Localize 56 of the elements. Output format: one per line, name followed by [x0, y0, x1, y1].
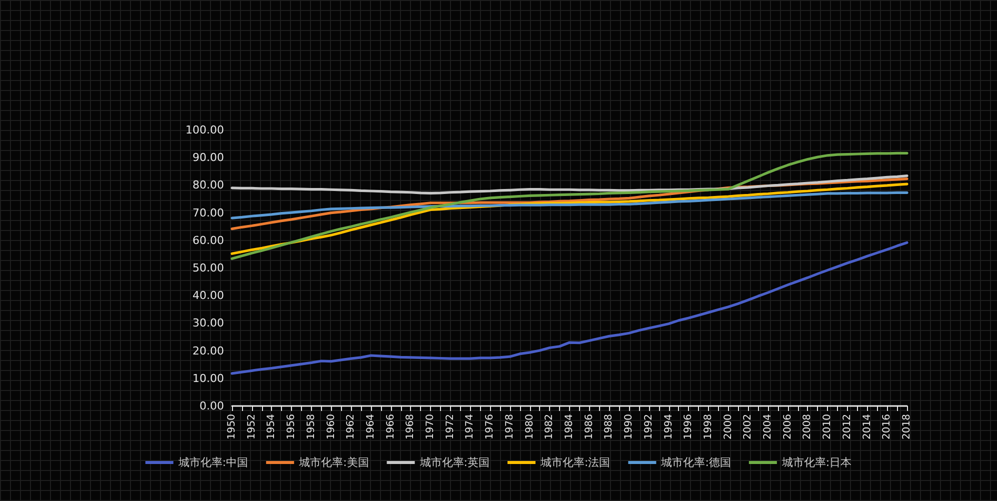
- x-tick-label: 1968: [405, 414, 416, 440]
- x-tick-label: 2000: [722, 414, 734, 440]
- y-tick-label: 20.00: [192, 344, 224, 358]
- y-tick-label: 10.00: [192, 372, 224, 385]
- x-tick-label: 1954: [266, 414, 278, 440]
- x-tick-label: 2014: [862, 414, 873, 440]
- x-tick-label: 1960: [326, 414, 337, 440]
- y-tick-label: 40.00: [192, 289, 224, 302]
- line-series: [230, 152, 908, 260]
- y-tick-label: 0.00: [200, 400, 224, 412]
- x-tick-label: 1980: [524, 414, 536, 440]
- x-tick-label: 1990: [624, 414, 635, 440]
- legend-label: 城市化率:日本: [780, 456, 852, 469]
- line-series: [230, 174, 908, 195]
- x-tick-label: 1998: [702, 414, 714, 440]
- x-tick-label: 1978: [504, 414, 516, 440]
- legend-label: 城市化率:中国: [177, 456, 248, 469]
- line-series: [230, 191, 908, 220]
- x-tick-label: 1952: [246, 414, 258, 440]
- x-tick-label: 1950: [226, 414, 238, 440]
- x-tick-label: 1972: [444, 414, 456, 440]
- legend-label: 城市化率:法国: [540, 456, 610, 469]
- y-tick-label: 100.00: [186, 124, 224, 136]
- y-tick-label: 90.00: [192, 151, 224, 164]
- y-tick-label: 70.00: [192, 206, 224, 220]
- x-tick-label: 2002: [742, 414, 754, 440]
- x-tick-label: 2006: [782, 414, 794, 440]
- x-tick-label: 1982: [544, 414, 556, 440]
- x-tick-label: 1984: [564, 414, 575, 440]
- legend-label: 城市化率:美国: [298, 456, 369, 469]
- x-tick-label: 2008: [802, 414, 814, 440]
- x-tick-label: 1996: [683, 414, 694, 440]
- x-tick-label: 1994: [663, 414, 674, 440]
- x-tick-label: 1964: [365, 414, 376, 440]
- x-tick-label: 1976: [484, 414, 496, 440]
- x-tick-label: 1970: [425, 414, 436, 440]
- y-tick-label: 60.00: [192, 234, 224, 247]
- x-tick-label: 2004: [762, 414, 774, 440]
- legend-label: 城市化率:德国: [660, 456, 731, 469]
- x-tick-label: 2012: [842, 414, 853, 440]
- x-tick-label: 2018: [902, 414, 912, 440]
- x-tick-label: 1992: [643, 414, 654, 440]
- x-tick-label: 1966: [385, 414, 396, 440]
- x-tick-label: 1974: [464, 414, 476, 440]
- x-tick-label: 1962: [346, 414, 357, 440]
- x-tick-label: 1986: [584, 414, 595, 440]
- legend-label: 城市化率:英国: [418, 456, 490, 469]
- x-tick-label: 1956: [286, 414, 298, 440]
- x-tick-label: 1958: [306, 414, 317, 440]
- y-tick-label: 30.00: [192, 316, 224, 330]
- line-series: [230, 241, 908, 375]
- x-tick-label: 2010: [822, 414, 834, 440]
- y-tick-label: 80.00: [192, 178, 224, 192]
- y-tick-label: 50.00: [192, 262, 224, 274]
- x-tick-label: 2016: [882, 414, 893, 440]
- x-tick-label: 1988: [604, 414, 615, 440]
